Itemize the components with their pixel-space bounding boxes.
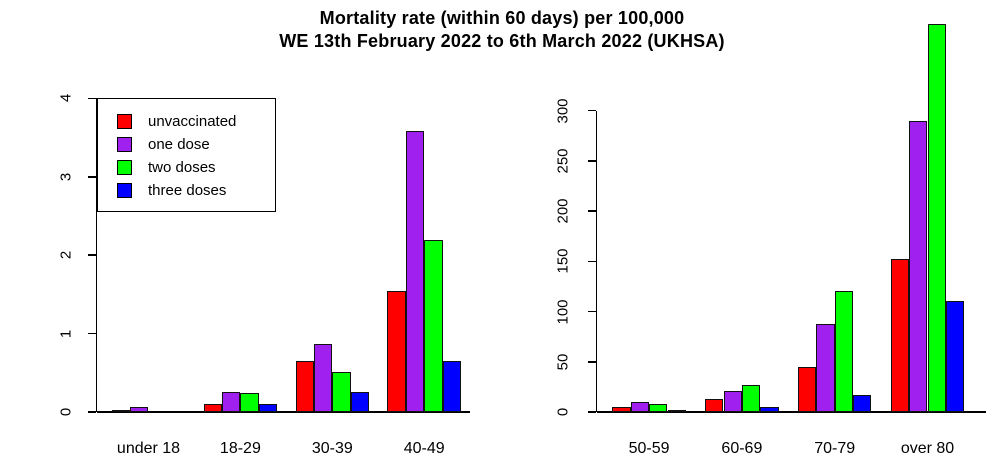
category-label-60-69: 60-69 (721, 440, 763, 457)
bar-two-doses-70-79 (834, 291, 854, 412)
bar-two-doses-18-29 (240, 393, 259, 412)
bar-two-doses-30-39 (332, 372, 351, 412)
legend-box: unvaccinated one dose two doses three doses (97, 98, 276, 212)
legend-item-unvaccinated: unvaccinated (117, 110, 275, 133)
y-tick-label: 0 (57, 407, 75, 417)
y-tick-label: 2 (57, 251, 75, 260)
legend-label: two doses (148, 159, 216, 176)
bar-one-dose-70-79 (816, 323, 835, 412)
legend-item-two-doses: two doses (117, 156, 275, 179)
bar-unvaccinated-under-18 (111, 409, 131, 412)
legend-swatch-icon (117, 160, 132, 175)
category-label-30-39: 30-39 (311, 440, 353, 457)
bar-one-dose-over-80 (909, 120, 928, 412)
y-tick (87, 411, 96, 413)
bar-one-dose-18-29 (222, 391, 241, 412)
y-tick-label: 4 (57, 94, 75, 103)
category-label-under-18: under 18 (116, 440, 181, 457)
bar-three-doses-30-39 (350, 392, 370, 412)
bar-three-doses-70-79 (853, 394, 872, 412)
bar-one-dose-60-69 (723, 390, 742, 412)
legend-label: one dose (148, 136, 210, 153)
bar-one-dose-under-18 (130, 407, 149, 412)
category-label-over-80: over 80 (900, 440, 955, 457)
legend-swatch-icon (117, 183, 132, 198)
chart-title: Mortality rate (within 60 days) per 100,… (319, 8, 685, 28)
y-tick-label: 200 (554, 198, 572, 224)
category-label-50-59: 50-59 (628, 440, 670, 457)
bar-three-doses-60-69 (760, 407, 779, 412)
bar-unvaccinated-60-69 (705, 398, 724, 412)
y-tick-label: 3 (57, 172, 75, 181)
y-tick (587, 411, 596, 413)
y-tick (587, 210, 596, 212)
category-label-18-29: 18-29 (219, 440, 261, 457)
legend-label: unvaccinated (148, 113, 237, 130)
y-tick-label: 150 (554, 248, 572, 274)
bar-two-doses-over-80 (927, 24, 946, 412)
bar-three-doses-18-29 (258, 404, 278, 412)
category-label-40-49: 40-49 (403, 440, 445, 457)
y-tick-label: 300 (554, 98, 572, 124)
bar-one-dose-30-39 (313, 343, 333, 412)
x-baseline (597, 411, 986, 413)
y-tick (87, 254, 96, 256)
bar-unvaccinated-50-59 (612, 407, 631, 412)
y-tick (587, 109, 596, 112)
legend-swatch-icon (117, 137, 132, 152)
bar-three-doses-over-80 (945, 301, 965, 412)
bar-one-dose-40-49 (405, 131, 425, 412)
y-tick-label: 0 (554, 407, 572, 417)
y-tick-label: 1 (57, 329, 75, 338)
legend-swatch-icon (117, 114, 132, 129)
y-tick (587, 160, 596, 162)
bar-unvaccinated-70-79 (797, 366, 817, 412)
bar-two-doses-40-49 (424, 239, 443, 412)
bar-three-doses-40-49 (442, 361, 461, 412)
x-baseline (97, 411, 470, 413)
y-tick (587, 260, 596, 263)
y-tick (87, 332, 96, 335)
bar-unvaccinated-over-80 (890, 259, 910, 412)
bar-one-dose-50-59 (630, 401, 650, 412)
y-tick (587, 310, 596, 313)
y-axis-line (95, 98, 97, 412)
y-tick-label: 50 (554, 353, 572, 371)
bar-two-doses-50-59 (649, 403, 668, 412)
y-axis-line (595, 110, 597, 412)
chart-subtitle: WE 13th February 2022 to 6th March 2022 … (279, 31, 725, 51)
bar-two-doses-60-69 (741, 384, 761, 412)
y-tick (87, 176, 96, 178)
y-tick-label: 250 (554, 148, 572, 174)
y-tick-label: 100 (554, 299, 572, 325)
bar-three-doses-50-59 (667, 410, 686, 413)
y-tick (87, 97, 96, 100)
bar-unvaccinated-40-49 (387, 291, 406, 412)
bar-unvaccinated-18-29 (203, 404, 222, 412)
bar-unvaccinated-30-39 (295, 361, 314, 412)
y-tick (587, 361, 596, 363)
category-label-70-79: 70-79 (814, 440, 856, 457)
legend-label: three doses (148, 182, 227, 199)
legend-item-one-dose: one dose (117, 133, 275, 156)
legend-item-three-doses: three doses (117, 179, 275, 202)
